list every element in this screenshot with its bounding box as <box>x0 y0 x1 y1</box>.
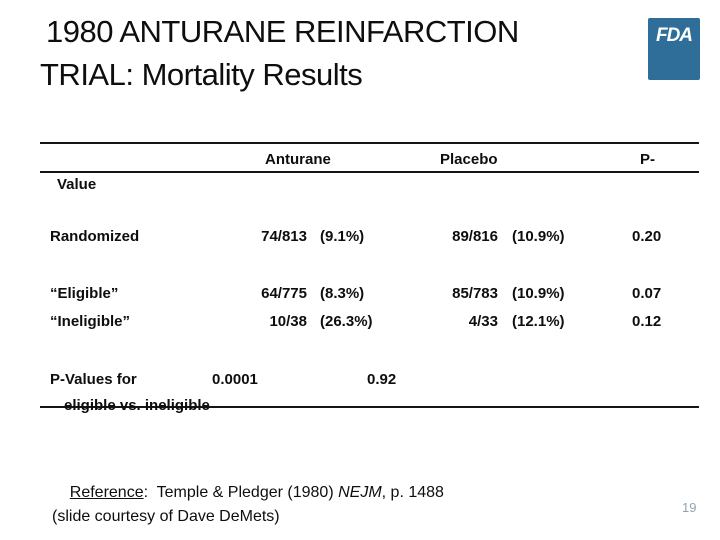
anturane-percent: (9.1%) <box>320 228 365 245</box>
p-value: 0.12 <box>632 313 662 330</box>
row-label: “Ineligible” <box>50 313 131 330</box>
slide-title-line1: 1980 ANTURANE REINFARCTION <box>46 14 519 49</box>
page-number: 19 <box>682 500 697 515</box>
fda-logo-text: FDA <box>655 25 693 46</box>
p-value: 0.07 <box>632 285 662 302</box>
row-label: Randomized <box>50 228 140 245</box>
table-row-pvalues: P-Values for 0.0001 0.92 <box>40 371 700 391</box>
table-row-ineligible: “Ineligible” 10/38 (26.3%) 4/33 (12.1%) … <box>40 313 700 333</box>
anturane-p-value: 0.0001 <box>212 371 258 388</box>
table-row-eligible: “Eligible” 64/775 (8.3%) 85/783 (10.9%) … <box>40 285 700 305</box>
anturane-percent: (8.3%) <box>320 285 365 302</box>
placebo-fraction: 4/33 <box>468 313 498 330</box>
reference-journal: NEJM <box>338 484 382 501</box>
slide-title-line2: TRIAL: Mortality Results <box>40 57 363 92</box>
column-header-pvalue-part2: Value <box>57 176 97 193</box>
anturane-fraction: 64/775 <box>261 285 307 302</box>
reference-end: , p. 1488 <box>381 484 444 501</box>
courtesy-note: (slide courtesy of Dave DeMets) <box>52 508 280 525</box>
anturane-percent: (26.3%) <box>320 313 373 330</box>
table-row-randomized: Randomized 74/813 (9.1%) 89/816 (10.9%) … <box>40 228 700 248</box>
p-value: 0.20 <box>632 228 662 245</box>
table-rule-bottom <box>40 406 699 408</box>
fda-logo: FDA <box>648 18 700 80</box>
reference-label: Reference <box>69 484 144 501</box>
placebo-percent: (10.9%) <box>512 285 565 302</box>
reference-body: Temple & Pledger (1980) <box>156 484 339 501</box>
row-label-line1: P-Values for <box>50 371 137 388</box>
column-header-anturane: Anturane <box>265 151 331 168</box>
reference-colon: : <box>143 484 157 501</box>
placebo-fraction: 89/816 <box>452 228 498 245</box>
row-label-line2: eligible vs. ineligible <box>64 397 210 414</box>
column-header-placebo: Placebo <box>440 151 498 168</box>
table-rule-header <box>40 171 699 173</box>
placebo-p-value: 0.92 <box>367 371 397 388</box>
anturane-fraction: 74/813 <box>261 228 307 245</box>
table-rule-top <box>40 142 699 144</box>
placebo-percent: (10.9%) <box>512 228 565 245</box>
column-header-pvalue-part1: P- <box>640 151 655 168</box>
placebo-percent: (12.1%) <box>512 313 565 330</box>
anturane-fraction: 10/38 <box>269 313 307 330</box>
row-label: “Eligible” <box>50 285 119 302</box>
placebo-fraction: 85/783 <box>452 285 498 302</box>
reference-line: Reference: Temple & Pledger (1980) NEJM,… <box>52 466 444 520</box>
